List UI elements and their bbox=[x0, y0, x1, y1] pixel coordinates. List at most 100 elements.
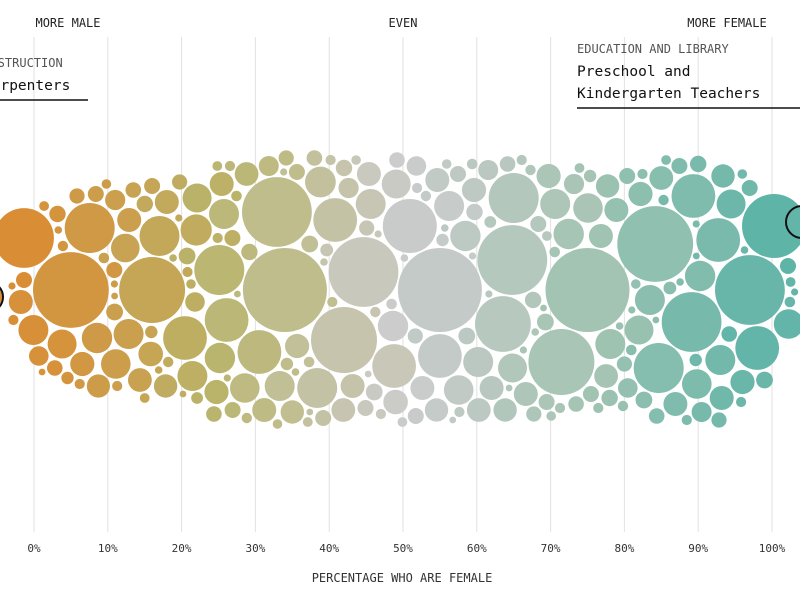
occupation-bubble[interactable] bbox=[458, 327, 476, 345]
occupation-bubble[interactable] bbox=[288, 164, 305, 180]
occupation-bubble[interactable] bbox=[297, 368, 338, 408]
occupation-bubble[interactable] bbox=[450, 166, 466, 182]
occupation-bubble[interactable] bbox=[39, 201, 49, 211]
occupation-bubble[interactable] bbox=[163, 356, 174, 368]
occupation-bubble[interactable] bbox=[466, 158, 478, 170]
occupation-bubble[interactable] bbox=[583, 169, 597, 183]
occupation-bubble[interactable] bbox=[212, 161, 223, 171]
occupation-bubble[interactable] bbox=[542, 231, 552, 241]
occupation-bubble[interactable] bbox=[604, 198, 629, 222]
occupation-bubble[interactable] bbox=[661, 155, 671, 165]
occupation-bubble[interactable] bbox=[406, 156, 427, 176]
occupation-bubble[interactable] bbox=[280, 357, 294, 371]
occupation-bubble[interactable] bbox=[499, 156, 516, 172]
occupation-bubble[interactable] bbox=[791, 288, 799, 296]
occupation-bubble[interactable] bbox=[209, 172, 234, 196]
occupation-bubble[interactable] bbox=[696, 218, 741, 262]
occupation-bubble[interactable] bbox=[663, 281, 677, 295]
occupation-bubble[interactable] bbox=[47, 360, 63, 376]
occupation-bubble[interactable] bbox=[154, 190, 179, 214]
occupation-bubble[interactable] bbox=[468, 252, 477, 260]
occupation-bubble[interactable] bbox=[169, 254, 177, 262]
occupation-bubble[interactable] bbox=[306, 150, 323, 166]
occupation-bubble[interactable] bbox=[735, 326, 780, 370]
occupation-bubble[interactable] bbox=[450, 220, 481, 252]
occupation-bubble[interactable] bbox=[709, 386, 734, 410]
occupation-bubble[interactable] bbox=[538, 394, 555, 410]
occupation-bubble[interactable] bbox=[206, 406, 222, 422]
occupation-bubble[interactable] bbox=[375, 408, 386, 420]
occupation-bubble[interactable] bbox=[377, 310, 409, 342]
occupation-bubble[interactable] bbox=[756, 371, 773, 389]
occupation-bubble[interactable] bbox=[540, 304, 547, 312]
occupation-bubble[interactable] bbox=[175, 214, 183, 222]
occupation-bubble[interactable] bbox=[364, 370, 372, 378]
occupation-bubble[interactable] bbox=[418, 334, 462, 378]
occupation-bubble[interactable] bbox=[212, 232, 223, 244]
occupation-bubble[interactable] bbox=[328, 237, 399, 307]
occupation-bubble[interactable] bbox=[684, 260, 716, 292]
occupation-bubble[interactable] bbox=[16, 272, 32, 288]
occupation-bubble[interactable] bbox=[740, 246, 749, 254]
occupation-bubble[interactable] bbox=[443, 375, 474, 405]
occupation-bubble[interactable] bbox=[616, 356, 633, 372]
occupation-bubble[interactable] bbox=[327, 296, 338, 308]
occupation-bubble[interactable] bbox=[663, 392, 688, 416]
occupation-bubble[interactable] bbox=[425, 168, 450, 192]
occupation-bubble[interactable] bbox=[98, 252, 110, 264]
occupation-bubble[interactable] bbox=[715, 255, 785, 325]
occupation-bubble[interactable] bbox=[47, 329, 77, 359]
occupation-bubble[interactable] bbox=[618, 378, 638, 398]
occupation-bubble[interactable] bbox=[119, 257, 186, 323]
occupation-bubble[interactable] bbox=[139, 393, 150, 403]
occupation-bubble[interactable] bbox=[593, 402, 604, 414]
occupation-bubble[interactable] bbox=[477, 225, 548, 295]
occupation-bubble[interactable] bbox=[574, 163, 585, 173]
occupation-bubble[interactable] bbox=[234, 290, 241, 298]
occupation-bubble[interactable] bbox=[785, 277, 796, 287]
occupation-bubble[interactable] bbox=[127, 368, 152, 392]
occupation-bubble[interactable] bbox=[86, 374, 110, 398]
occupation-bubble[interactable] bbox=[682, 369, 712, 399]
occupation-bubble[interactable] bbox=[466, 398, 491, 422]
occupation-bubble[interactable] bbox=[194, 245, 245, 295]
occupation-bubble[interactable] bbox=[223, 374, 231, 382]
occupation-bubble[interactable] bbox=[463, 347, 494, 377]
occupation-bubble[interactable] bbox=[531, 328, 539, 336]
occupation-bubble[interactable] bbox=[676, 278, 684, 286]
occupation-bubble[interactable] bbox=[741, 180, 758, 196]
occupation-bubble[interactable] bbox=[397, 417, 408, 427]
occupation-bubble[interactable] bbox=[513, 382, 538, 406]
occupation-bubble[interactable] bbox=[737, 169, 748, 179]
occupation-bubble[interactable] bbox=[784, 296, 796, 308]
occupation-bubble[interactable] bbox=[595, 329, 626, 359]
occupation-bubble[interactable] bbox=[117, 208, 142, 232]
occupation-bubble[interactable] bbox=[185, 292, 205, 312]
occupation-bubble[interactable] bbox=[272, 419, 283, 429]
occupation-bubble[interactable] bbox=[420, 190, 432, 202]
occupation-bubble[interactable] bbox=[355, 189, 386, 219]
occupation-bubble[interactable] bbox=[692, 220, 700, 228]
occupation-bubble[interactable] bbox=[186, 279, 196, 289]
occupation-bubble[interactable] bbox=[70, 351, 95, 377]
occupation-bubble[interactable] bbox=[505, 384, 513, 392]
occupation-bubble[interactable] bbox=[441, 224, 449, 232]
occupation-bubble[interactable] bbox=[8, 282, 16, 290]
occupation-bubble[interactable] bbox=[493, 398, 517, 422]
occupation-bubble[interactable] bbox=[204, 342, 236, 374]
occupation-bubble[interactable] bbox=[278, 150, 294, 166]
occupation-bubble[interactable] bbox=[524, 291, 542, 309]
occupation-bubble[interactable] bbox=[546, 411, 556, 421]
occupation-bubble[interactable] bbox=[730, 369, 755, 395]
occupation-bubble[interactable] bbox=[554, 402, 566, 414]
occupation-bubble[interactable] bbox=[365, 383, 383, 401]
occupation-bubble[interactable] bbox=[434, 191, 465, 221]
occupation-bubble[interactable] bbox=[74, 378, 85, 390]
occupation-bubble[interactable] bbox=[234, 162, 259, 186]
occupation-bubble[interactable] bbox=[113, 319, 144, 349]
occupation-bubble[interactable] bbox=[449, 416, 457, 424]
occupation-bubble[interactable] bbox=[242, 248, 327, 332]
occupation-bubble[interactable] bbox=[736, 396, 747, 408]
occupation-bubble[interactable] bbox=[628, 181, 653, 207]
occupation-bubble[interactable] bbox=[340, 374, 365, 398]
